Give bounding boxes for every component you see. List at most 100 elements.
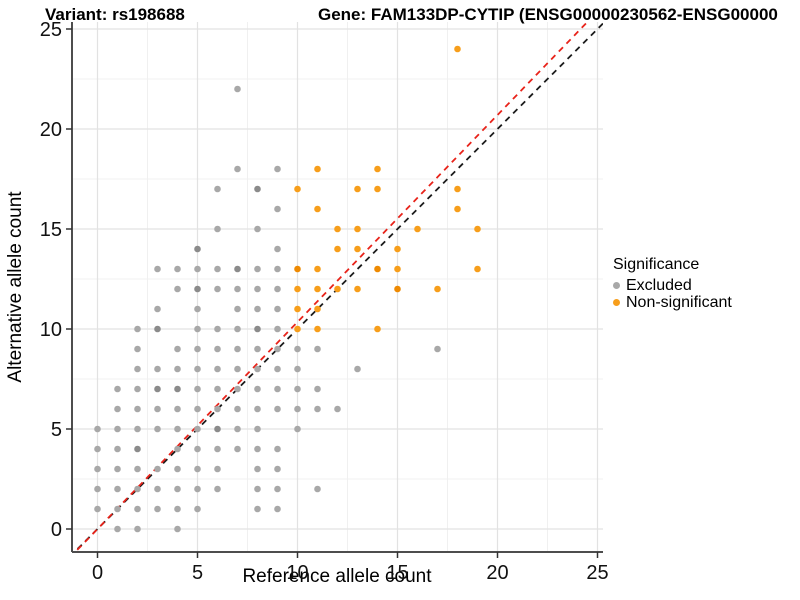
data-point: [174, 485, 181, 493]
data-point: [274, 325, 281, 333]
data-point: [134, 345, 141, 353]
data-point: [274, 405, 281, 413]
x-tick-label: 15: [386, 562, 408, 584]
y-tick-label: 15: [40, 219, 62, 241]
data-point: [354, 225, 361, 233]
data-point: [294, 265, 301, 273]
data-point: [254, 405, 261, 413]
data-point: [94, 465, 101, 473]
data-point: [214, 265, 221, 273]
data-point: [154, 465, 161, 473]
data-point: [294, 345, 301, 353]
x-tick-label: 10: [286, 562, 308, 584]
data-point: [234, 285, 241, 293]
data-point: [274, 445, 281, 453]
data-point: [154, 505, 161, 513]
data-point: [214, 365, 221, 373]
legend: Significance Excluded Non-significant: [613, 256, 732, 311]
data-point: [394, 285, 401, 293]
data-point: [314, 385, 321, 393]
data-point: [254, 345, 261, 353]
data-point: [94, 505, 101, 513]
data-point: [134, 525, 141, 533]
data-point: [194, 245, 201, 253]
y-tick-label: 5: [51, 419, 62, 441]
data-point: [134, 445, 141, 453]
data-point: [154, 425, 161, 433]
y-tick-label: 25: [40, 19, 62, 41]
data-point: [274, 485, 281, 493]
data-point: [114, 425, 121, 433]
data-point: [334, 225, 341, 233]
data-point: [394, 265, 401, 273]
data-point: [294, 385, 301, 393]
data-point: [334, 245, 341, 253]
data-point: [294, 365, 301, 373]
data-point: [474, 225, 481, 233]
data-point: [454, 205, 461, 213]
data-point: [134, 405, 141, 413]
data-point: [254, 365, 261, 373]
data-point: [254, 325, 261, 333]
data-point: [154, 365, 161, 373]
data-point: [134, 425, 141, 433]
legend-item-non-significant: Non-significant: [613, 294, 732, 311]
data-point: [194, 485, 201, 493]
data-point: [114, 405, 121, 413]
data-point: [254, 185, 261, 193]
data-point: [174, 285, 181, 293]
data-point: [134, 365, 141, 373]
x-tick-label: 0: [92, 562, 103, 584]
data-point: [194, 285, 201, 293]
data-point: [154, 485, 161, 493]
data-point: [214, 485, 221, 493]
data-point: [274, 165, 281, 173]
x-tick-label: 5: [192, 562, 203, 584]
data-point: [374, 265, 381, 273]
data-point: [314, 345, 321, 353]
data-point: [254, 385, 261, 393]
data-point: [214, 465, 221, 473]
y-tick-label: 10: [40, 319, 62, 341]
data-point: [134, 485, 141, 493]
data-point: [114, 465, 121, 473]
data-point: [314, 205, 321, 213]
data-point: [134, 505, 141, 513]
data-point: [94, 485, 101, 493]
data-point: [274, 505, 281, 513]
legend-item-excluded-label: Excluded: [626, 277, 692, 294]
data-point: [354, 365, 361, 373]
data-point: [254, 505, 261, 513]
data-point: [294, 285, 301, 293]
data-point: [114, 525, 121, 533]
data-point: [94, 425, 101, 433]
data-point: [214, 385, 221, 393]
data-point: [354, 285, 361, 293]
x-tick-label: 25: [586, 562, 608, 584]
data-point: [234, 325, 241, 333]
data-point: [394, 245, 401, 253]
data-point: [314, 165, 321, 173]
data-point: [254, 445, 261, 453]
data-point: [174, 365, 181, 373]
data-point: [274, 385, 281, 393]
data-point: [314, 265, 321, 273]
data-point: [374, 325, 381, 333]
data-point: [254, 485, 261, 493]
plot-title-variant: Variant: rs198688: [45, 5, 185, 24]
data-point: [134, 465, 141, 473]
data-point: [314, 325, 321, 333]
data-point: [334, 285, 341, 293]
data-point: [274, 285, 281, 293]
data-point: [274, 465, 281, 473]
data-point: [174, 525, 181, 533]
data-point: [254, 225, 261, 233]
data-point: [274, 365, 281, 373]
data-point: [194, 265, 201, 273]
fit-line: [74, 22, 589, 552]
data-point: [194, 385, 201, 393]
data-point: [374, 185, 381, 193]
data-point: [214, 345, 221, 353]
data-point: [174, 505, 181, 513]
